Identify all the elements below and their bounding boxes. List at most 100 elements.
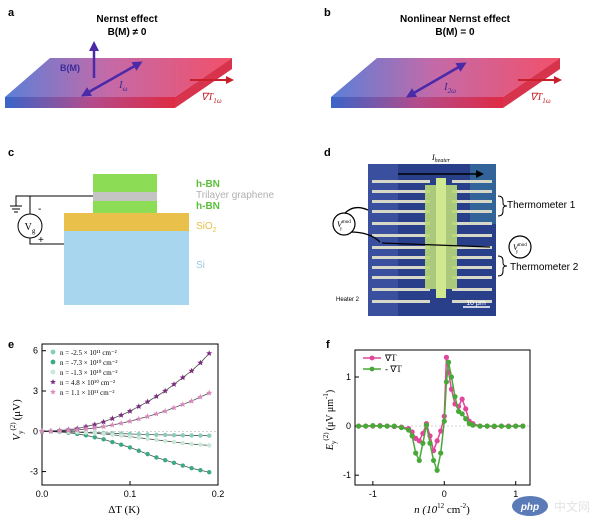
thermometer-1-brace xyxy=(497,195,508,217)
data-point-1-19 xyxy=(207,470,212,475)
data-point-0-19 xyxy=(207,433,212,438)
data-point-0-13 xyxy=(154,432,159,437)
data-point-2-19 xyxy=(207,443,212,448)
plus-sign: + xyxy=(38,235,44,246)
data-point-1-15 xyxy=(171,460,177,466)
data-point-1-10 xyxy=(416,457,422,464)
legend-marker-2 xyxy=(50,369,56,375)
electrode-left-10 xyxy=(372,288,430,291)
electrodes xyxy=(372,180,492,303)
data-point-1-23 xyxy=(459,411,465,417)
voltmeter-wire-bottom xyxy=(29,238,64,245)
data-point-4-4 xyxy=(74,426,81,433)
legend-label-3: n = 4.8 × 10¹⁰ cm⁻² xyxy=(60,379,115,387)
electrode-right-9 xyxy=(452,276,492,279)
data-point-1-7 xyxy=(405,427,412,433)
y-tick-label-0: -3 xyxy=(30,467,38,477)
x-tick-label-2: 1 xyxy=(513,489,518,499)
data-point-2-7 xyxy=(101,431,106,437)
label-hbn-bottom: h-BN xyxy=(196,201,220,212)
data-point-1-8 xyxy=(110,439,115,445)
slab-front-a xyxy=(5,97,175,108)
micrograph-shade xyxy=(368,164,398,316)
data-point-1-8 xyxy=(409,433,415,439)
ground-wire xyxy=(15,195,93,206)
data-point-1-12 xyxy=(423,422,430,428)
data-point-1-28 xyxy=(484,423,490,429)
y-tick-label-0: -1 xyxy=(343,470,351,480)
panel-c-letter: c xyxy=(8,147,14,159)
electrode-right-0 xyxy=(452,180,492,183)
electrode-right-2 xyxy=(452,200,492,203)
panel-b-condition: B(M) = 0 xyxy=(435,27,475,38)
electrode-left-2 xyxy=(372,200,430,203)
data-point-0-23 xyxy=(459,396,465,402)
data-point-1-20 xyxy=(448,374,455,380)
data-point-1-12 xyxy=(145,451,150,457)
legend-e: n = -2.5 × 10¹¹ cm⁻² n = -7.3 × 10¹⁰ cm⁻²… xyxy=(50,349,117,397)
data-point-4-1 xyxy=(47,428,54,434)
data-point-1-0 xyxy=(355,423,362,429)
data-point-1-17 xyxy=(189,466,194,471)
data-point-4-9 xyxy=(118,420,125,426)
data-point-0-14 xyxy=(163,432,168,438)
thermometer-2-brace xyxy=(497,255,508,277)
legend-label-0: n = -2.5 × 10¹¹ cm⁻² xyxy=(60,349,117,357)
data-point-0-16 xyxy=(438,428,444,434)
x-tick-label-1: 0 xyxy=(442,489,447,499)
label-graphene: Trilayer graphene xyxy=(196,190,274,201)
right-voltmeter xyxy=(508,235,532,259)
data-point-2-8 xyxy=(110,432,115,437)
electrode-left-0 xyxy=(372,180,430,183)
data-point-1-6 xyxy=(92,435,98,440)
panel-a-letter: a xyxy=(8,7,15,19)
current-arrow-a xyxy=(80,61,143,97)
electrode-right-8 xyxy=(452,266,492,269)
data-point-1-27 xyxy=(477,423,483,429)
data-point-1-30 xyxy=(498,423,505,429)
legend-marker-1 xyxy=(369,366,375,372)
hall-bar xyxy=(436,178,446,298)
data-point-1-11 xyxy=(136,448,141,453)
data-point-2-14 xyxy=(163,438,168,444)
heater-2-label: Heater 2 xyxy=(336,297,360,303)
data-point-1-26 xyxy=(470,422,476,428)
series-line-1 xyxy=(358,362,523,474)
data-point-4-15 xyxy=(171,404,177,411)
x-axis-label-f: n (1012 cm-2) xyxy=(414,502,470,516)
data-point-2-18 xyxy=(198,442,203,447)
x-tick-label-0: 0.0 xyxy=(36,489,49,499)
watermark-logo: php xyxy=(520,502,539,513)
data-point-1-29 xyxy=(491,423,497,429)
label-sio2: SiO2 xyxy=(196,221,217,234)
data-point-3-18 xyxy=(197,359,204,366)
label-si: Si xyxy=(196,260,205,271)
axes-f: -1 0 1 -1 0 1 xyxy=(343,372,530,499)
data-point-4-10 xyxy=(127,418,133,424)
fit-line-4 xyxy=(41,392,210,432)
left-voltmeter-label: Vmod y xyxy=(337,220,351,232)
electrode-left-9 xyxy=(372,276,430,279)
data-point-3-15 xyxy=(171,381,177,387)
panel-e-letter: e xyxy=(8,339,14,351)
data-point-1-21 xyxy=(452,394,458,400)
series-line-0 xyxy=(358,357,523,454)
panel-f: f -1 0 1 -1 0 1 ∇T- ∇T n (1012 cm-2) Ey(2)(μV… xyxy=(322,339,531,516)
panel-b: b Nonlinear Nernst effect B(M) = 0 I2ω ∇… xyxy=(324,7,562,108)
data-point-3-19 xyxy=(206,350,213,356)
data-point-0-17 xyxy=(189,433,194,438)
data-point-1-6 xyxy=(398,424,405,431)
slab-side-b xyxy=(503,58,560,108)
right-probe-wire xyxy=(381,242,491,248)
data-point-0-15 xyxy=(434,438,440,444)
data-point-4-7 xyxy=(100,423,107,430)
axes-e: 0.0 0.1 0.2 -3 0 3 6 xyxy=(30,346,224,499)
data-point-4-8 xyxy=(109,421,116,428)
thermometer-2-label: Thermometer 2 xyxy=(510,262,579,273)
legend-marker-3 xyxy=(50,379,56,385)
data-point-0-18 xyxy=(198,433,203,438)
electrode-left-3 xyxy=(372,210,430,213)
data-point-0-24 xyxy=(463,406,469,412)
data-point-4-13 xyxy=(153,410,160,417)
data-point-1-18 xyxy=(443,379,450,385)
